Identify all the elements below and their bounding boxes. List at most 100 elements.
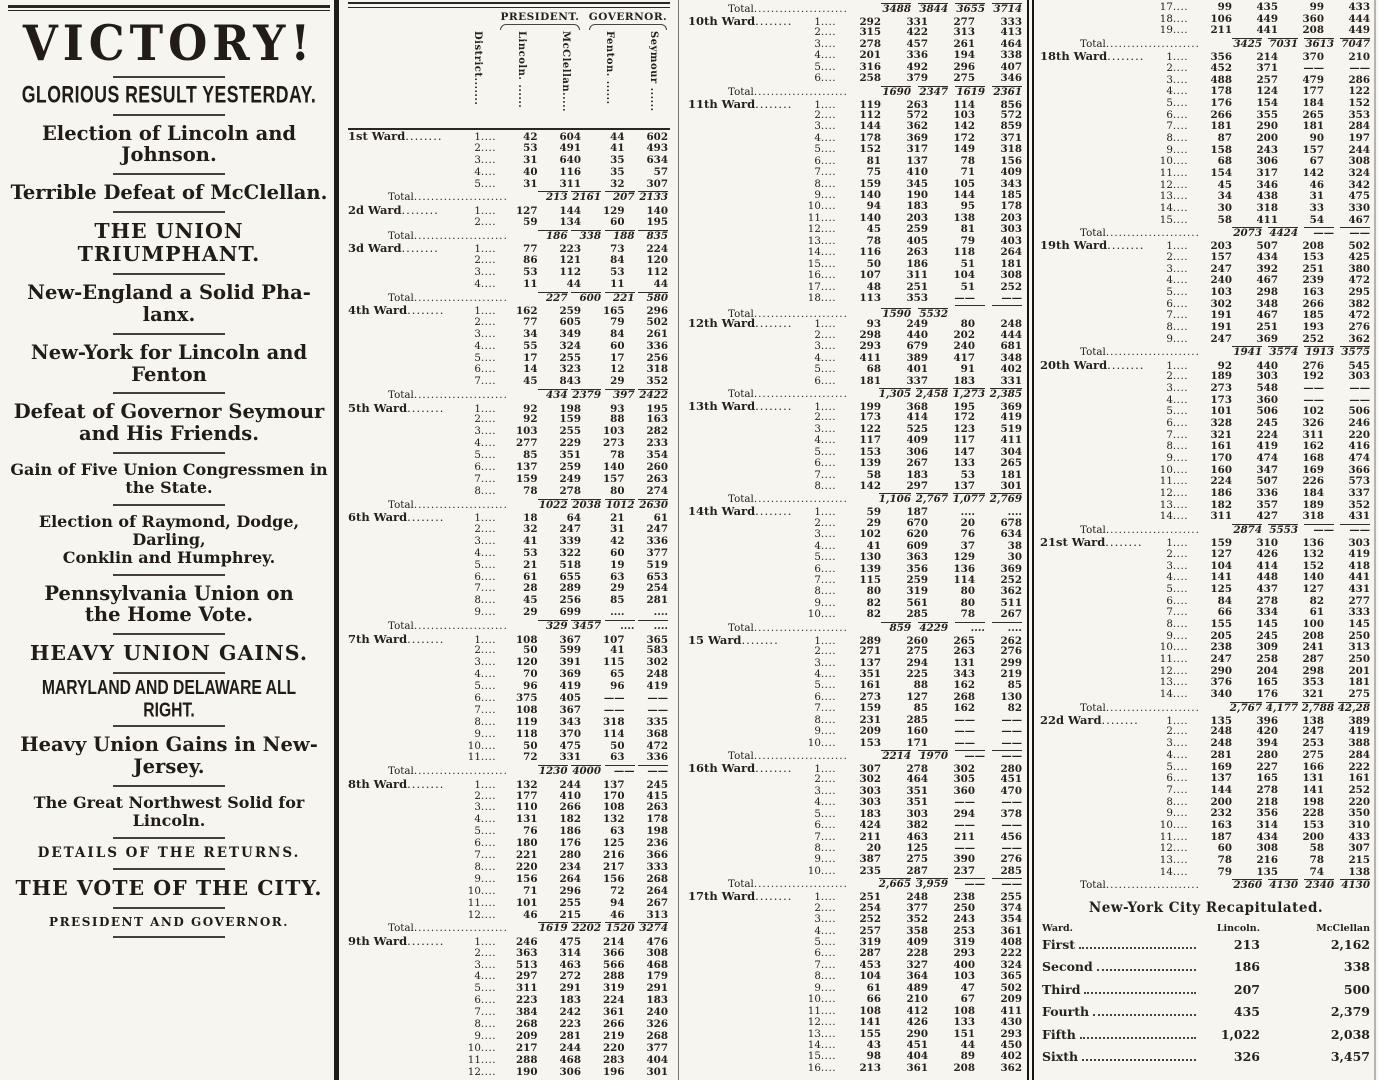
vote-value: 183 [859, 807, 882, 820]
vote-value: 301 [646, 1065, 669, 1078]
vote-value: 73 [610, 243, 625, 256]
vote-value: 161 [1348, 772, 1371, 785]
vote-value: 360 [1302, 12, 1325, 25]
vote-value: 251 [1256, 321, 1279, 334]
table-row: 2189303192303 [1040, 371, 1372, 383]
vote-value: 261 [953, 37, 976, 50]
district-number: 18 [1148, 13, 1188, 26]
vote-value: 336 [646, 339, 669, 352]
vote-value: 45 [523, 594, 538, 607]
vote-value: 50 [610, 739, 625, 752]
vote-value: 147 [953, 445, 976, 458]
table-row: 8231285———— [688, 714, 1024, 726]
district-number: 4 [456, 971, 496, 983]
district-number: 3 [1148, 738, 1188, 750]
vote-value: 545 [1348, 359, 1371, 372]
vote-value: 502 [646, 315, 669, 328]
vote-value: 186 [1210, 487, 1233, 500]
vote-value: 98 [866, 1050, 881, 1063]
district-number: 4 [796, 50, 836, 62]
total-value: 4229 [913, 621, 950, 635]
total-value-text: 2,665 [878, 878, 911, 891]
vote-value: 79 [1217, 865, 1232, 878]
vote-value: 240 [646, 1006, 669, 1019]
vote-value: 416 [1348, 440, 1371, 453]
total-value: 434 [536, 389, 570, 402]
vote-value: 63 [610, 825, 625, 838]
table-row: 16107311104308 [688, 269, 1024, 281]
total-value: .... [987, 621, 1024, 635]
vote-value: 218 [1256, 795, 1279, 808]
vote-value: 48 [866, 280, 881, 293]
vote-value: 153 [1302, 251, 1325, 264]
table-row: 9156264156268 [348, 873, 670, 886]
district-number: 8 [456, 595, 496, 607]
headline-divider [113, 392, 225, 395]
vote-value: 211 [859, 830, 882, 843]
vote-value: 249 [559, 472, 582, 485]
table-row: 4173360———— [1040, 394, 1372, 407]
headline-divider [113, 113, 225, 116]
district-number: 4 [1148, 275, 1188, 287]
vote-value: 273 [603, 437, 625, 450]
vote-value: 369 [559, 668, 582, 681]
table-row: 16213361208362 [688, 1062, 1024, 1074]
district-number: 3 [456, 535, 496, 548]
vote-value: 130 [1000, 690, 1023, 703]
vote-value: 142 [859, 479, 882, 492]
table-row: 25059941583 [348, 645, 670, 657]
vote-value: 144 [559, 204, 582, 217]
district-number: 2 [456, 645, 496, 657]
vote-value: 178 [1210, 85, 1233, 98]
vote-value: 346 [1000, 72, 1023, 85]
seymour-column-header: Seymour ...... [648, 31, 659, 112]
vote-value: 57 [653, 165, 668, 178]
table-row: 7211463211456 [688, 830, 1024, 843]
vote-value: 331 [559, 751, 582, 764]
district-number: 10 [456, 1042, 496, 1055]
table-row: 3144362142859 [688, 121, 1024, 132]
recap-mcclellan-value: 3,457 [1330, 1049, 1370, 1065]
vote-value: 163 [1210, 818, 1233, 831]
total-value: 600 [570, 291, 604, 305]
table-row: 9232356228350 [1040, 808, 1372, 820]
district-number: 5 [1148, 406, 1188, 418]
vote-value: 203 [1000, 211, 1023, 224]
vote-value: 183 [906, 200, 929, 213]
total-value: 7047 [1336, 38, 1372, 51]
total-value-text: 2,385 [989, 387, 1022, 400]
total-row: Total21321612072133 [348, 191, 670, 203]
vote-value: 507 [1256, 475, 1279, 488]
total-label: Total [348, 293, 536, 305]
vote-value: 61 [523, 570, 538, 583]
vote-value: 438 [1256, 190, 1279, 203]
vote-value: 240 [953, 340, 976, 353]
total-value-text: 397 [604, 389, 635, 402]
vote-value: 333 [1348, 606, 1371, 619]
table-row: 7144278141252 [1040, 783, 1372, 797]
vote-value: 413 [1000, 26, 1023, 39]
president-group-header: PRESIDENT. [500, 11, 580, 23]
vote-value: 158 [1210, 143, 1233, 156]
recap-mcclellan-value: 2,379 [1330, 1004, 1370, 1020]
vote-value: 506 [1348, 405, 1371, 418]
vote-value: 451 [906, 1038, 929, 1051]
vote-value: 141 [1302, 783, 1325, 796]
district-number: 11 [1148, 476, 1188, 488]
vote-value: 223 [516, 994, 538, 1007]
vote-value: 265 [1000, 457, 1023, 470]
recap-header-lincoln: Lincoln. [1216, 922, 1260, 934]
district-number: 3 [1148, 74, 1188, 87]
vote-value: 108 [516, 703, 538, 716]
vote-value: 171 [906, 736, 929, 749]
vote-value: 433 [1348, 1, 1371, 13]
total-value-text: 4130 [1268, 879, 1298, 892]
recap-ward-name: Third [1042, 981, 1081, 997]
district-number: 3 [796, 121, 836, 133]
vote-value: 319 [953, 936, 976, 948]
district-number: 19 [1148, 25, 1188, 37]
vote-value: 103 [953, 108, 976, 121]
vote-value: —— [647, 703, 668, 716]
district-number: 6 [796, 457, 836, 470]
district-number: 4 [456, 547, 496, 560]
